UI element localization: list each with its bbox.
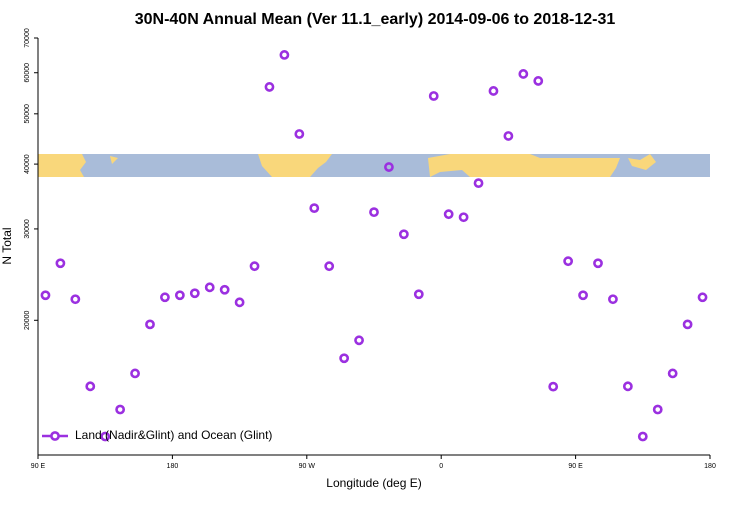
point: [682, 319, 693, 330]
point: [503, 131, 514, 141]
point: [637, 431, 648, 442]
point: [652, 404, 663, 415]
point: [339, 353, 350, 364]
point: [160, 292, 170, 303]
point: [443, 209, 454, 220]
point: [204, 282, 215, 293]
x-axis-label: Longitude (deg E): [326, 476, 421, 490]
y-tick-label: 20000: [24, 310, 31, 330]
x-tick-label: 90 E: [568, 463, 583, 470]
point: [369, 207, 379, 218]
legend-label: Land (Nadir&Glint) and Ocean (Glint): [75, 428, 272, 442]
x-tick-label: 180: [167, 463, 179, 470]
y-tick-label: 60000: [24, 63, 31, 83]
point: [354, 335, 364, 346]
point: [413, 289, 424, 300]
legend-marker: [50, 431, 60, 441]
point: [398, 229, 409, 240]
chart-title: 30N-40N Annual Mean (Ver 11.1_early) 201…: [135, 11, 616, 28]
point: [309, 203, 320, 214]
point: [593, 258, 603, 269]
point: [667, 368, 678, 379]
x-tick-label: 0: [439, 463, 443, 470]
point: [697, 292, 708, 303]
point: [428, 91, 439, 101]
y-tick-label: 30000: [24, 219, 31, 239]
x-tick-label: 180: [704, 463, 716, 470]
y-tick-label: 40000: [24, 154, 31, 174]
point: [100, 431, 111, 442]
point: [578, 290, 588, 301]
point: [40, 290, 51, 301]
y-axis-label: N Total: [0, 227, 14, 264]
point: [189, 288, 200, 299]
point: [622, 381, 633, 392]
map-strip: [38, 154, 710, 177]
x-tick-label: 90 E: [31, 463, 46, 470]
point: [174, 290, 185, 301]
point: [294, 129, 305, 139]
point: [115, 404, 126, 415]
point: [249, 261, 260, 272]
point: [55, 258, 66, 269]
point: [488, 86, 499, 96]
point: [473, 178, 484, 189]
point: [145, 319, 155, 330]
point: [548, 381, 559, 392]
point: [130, 368, 140, 379]
point: [85, 381, 96, 392]
y-tick-label: 50000: [24, 104, 31, 124]
point: [563, 256, 574, 267]
point: [518, 69, 529, 79]
y-tick-label: 70000: [24, 28, 31, 48]
point: [384, 162, 394, 172]
point: [70, 294, 81, 305]
point: [264, 82, 275, 92]
x-tick-label: 90 W: [299, 463, 316, 470]
point: [234, 297, 245, 308]
point: [324, 261, 335, 272]
point: [458, 212, 469, 223]
point: [219, 284, 230, 295]
point: [279, 50, 290, 60]
point: [533, 76, 544, 86]
point: [608, 294, 618, 305]
